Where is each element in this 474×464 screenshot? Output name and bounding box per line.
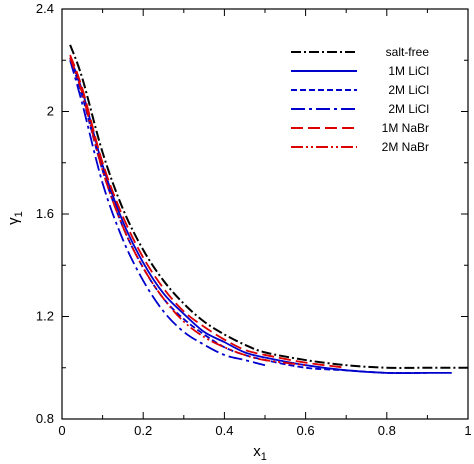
legend: salt-free 1M LiCl 2M LiCl 2M LiCl 1M NaBr 2M …	[291, 45, 429, 154]
x-tick-label: 0.8	[378, 423, 396, 438]
x-axis-title: x1	[253, 443, 267, 463]
series-line-2	[69, 57, 428, 374]
y-tick-label: 1.2	[36, 309, 54, 324]
legend-label-2: 2M LiCl	[388, 83, 429, 97]
x-tick-label: 0.4	[215, 423, 233, 438]
x-tick-label: 0	[58, 423, 65, 438]
series-layer	[69, 44, 468, 374]
y-axis-title: γ1	[5, 211, 25, 225]
legend-label-5: 2M NaBr	[382, 140, 429, 154]
x-tick-label: 1	[464, 423, 471, 438]
x-tick-label: 0.6	[297, 423, 315, 438]
axis-ticks: 0 0.2 0.4 0.6 0.8 1 0.8 1.2 1.6 2 2.4	[36, 1, 472, 438]
y-tick-label: 2	[47, 104, 54, 119]
series-line-5	[69, 57, 306, 367]
y-tick-label: 1.6	[36, 206, 54, 221]
y-tick-label: 2.4	[36, 1, 54, 16]
x-tick-label: 0.2	[134, 423, 152, 438]
y-tick-label: 0.8	[36, 411, 54, 426]
legend-label-0: salt-free	[386, 45, 430, 59]
series-line-4	[69, 54, 347, 369]
legend-label-1: 1M LiCl	[388, 64, 429, 78]
legend-label-3: 2M LiCl	[388, 102, 429, 116]
series-line-3	[69, 60, 266, 367]
legend-label-4: 1M NaBr	[382, 121, 429, 135]
